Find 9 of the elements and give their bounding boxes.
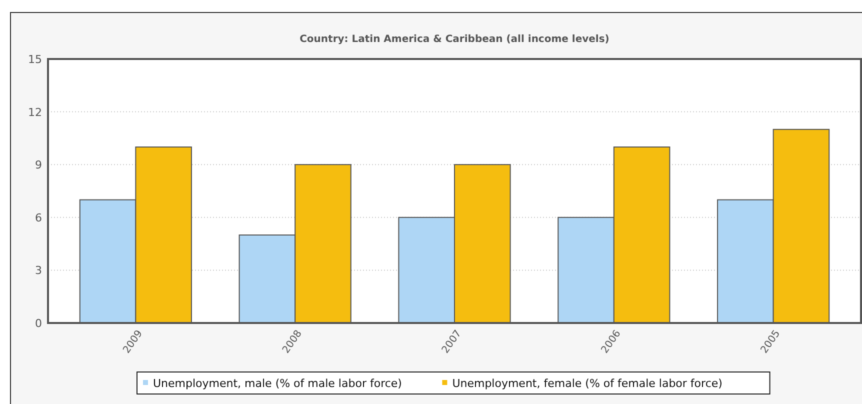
y-tick-label: 3: [35, 264, 42, 278]
y-tick-label: 15: [28, 53, 42, 66]
y-tick-label: 6: [35, 211, 42, 224]
chart-title: Country: Latin America & Caribbean (all income levels): [300, 34, 610, 45]
legend-label: Unemployment, female (% of female labor force): [452, 377, 722, 390]
legend-label: Unemployment, male (% of male labor force): [153, 377, 402, 390]
y-tick-label: 0: [35, 317, 42, 330]
y-tick-label: 12: [28, 106, 42, 119]
y-tick-label: 9: [35, 158, 42, 172]
